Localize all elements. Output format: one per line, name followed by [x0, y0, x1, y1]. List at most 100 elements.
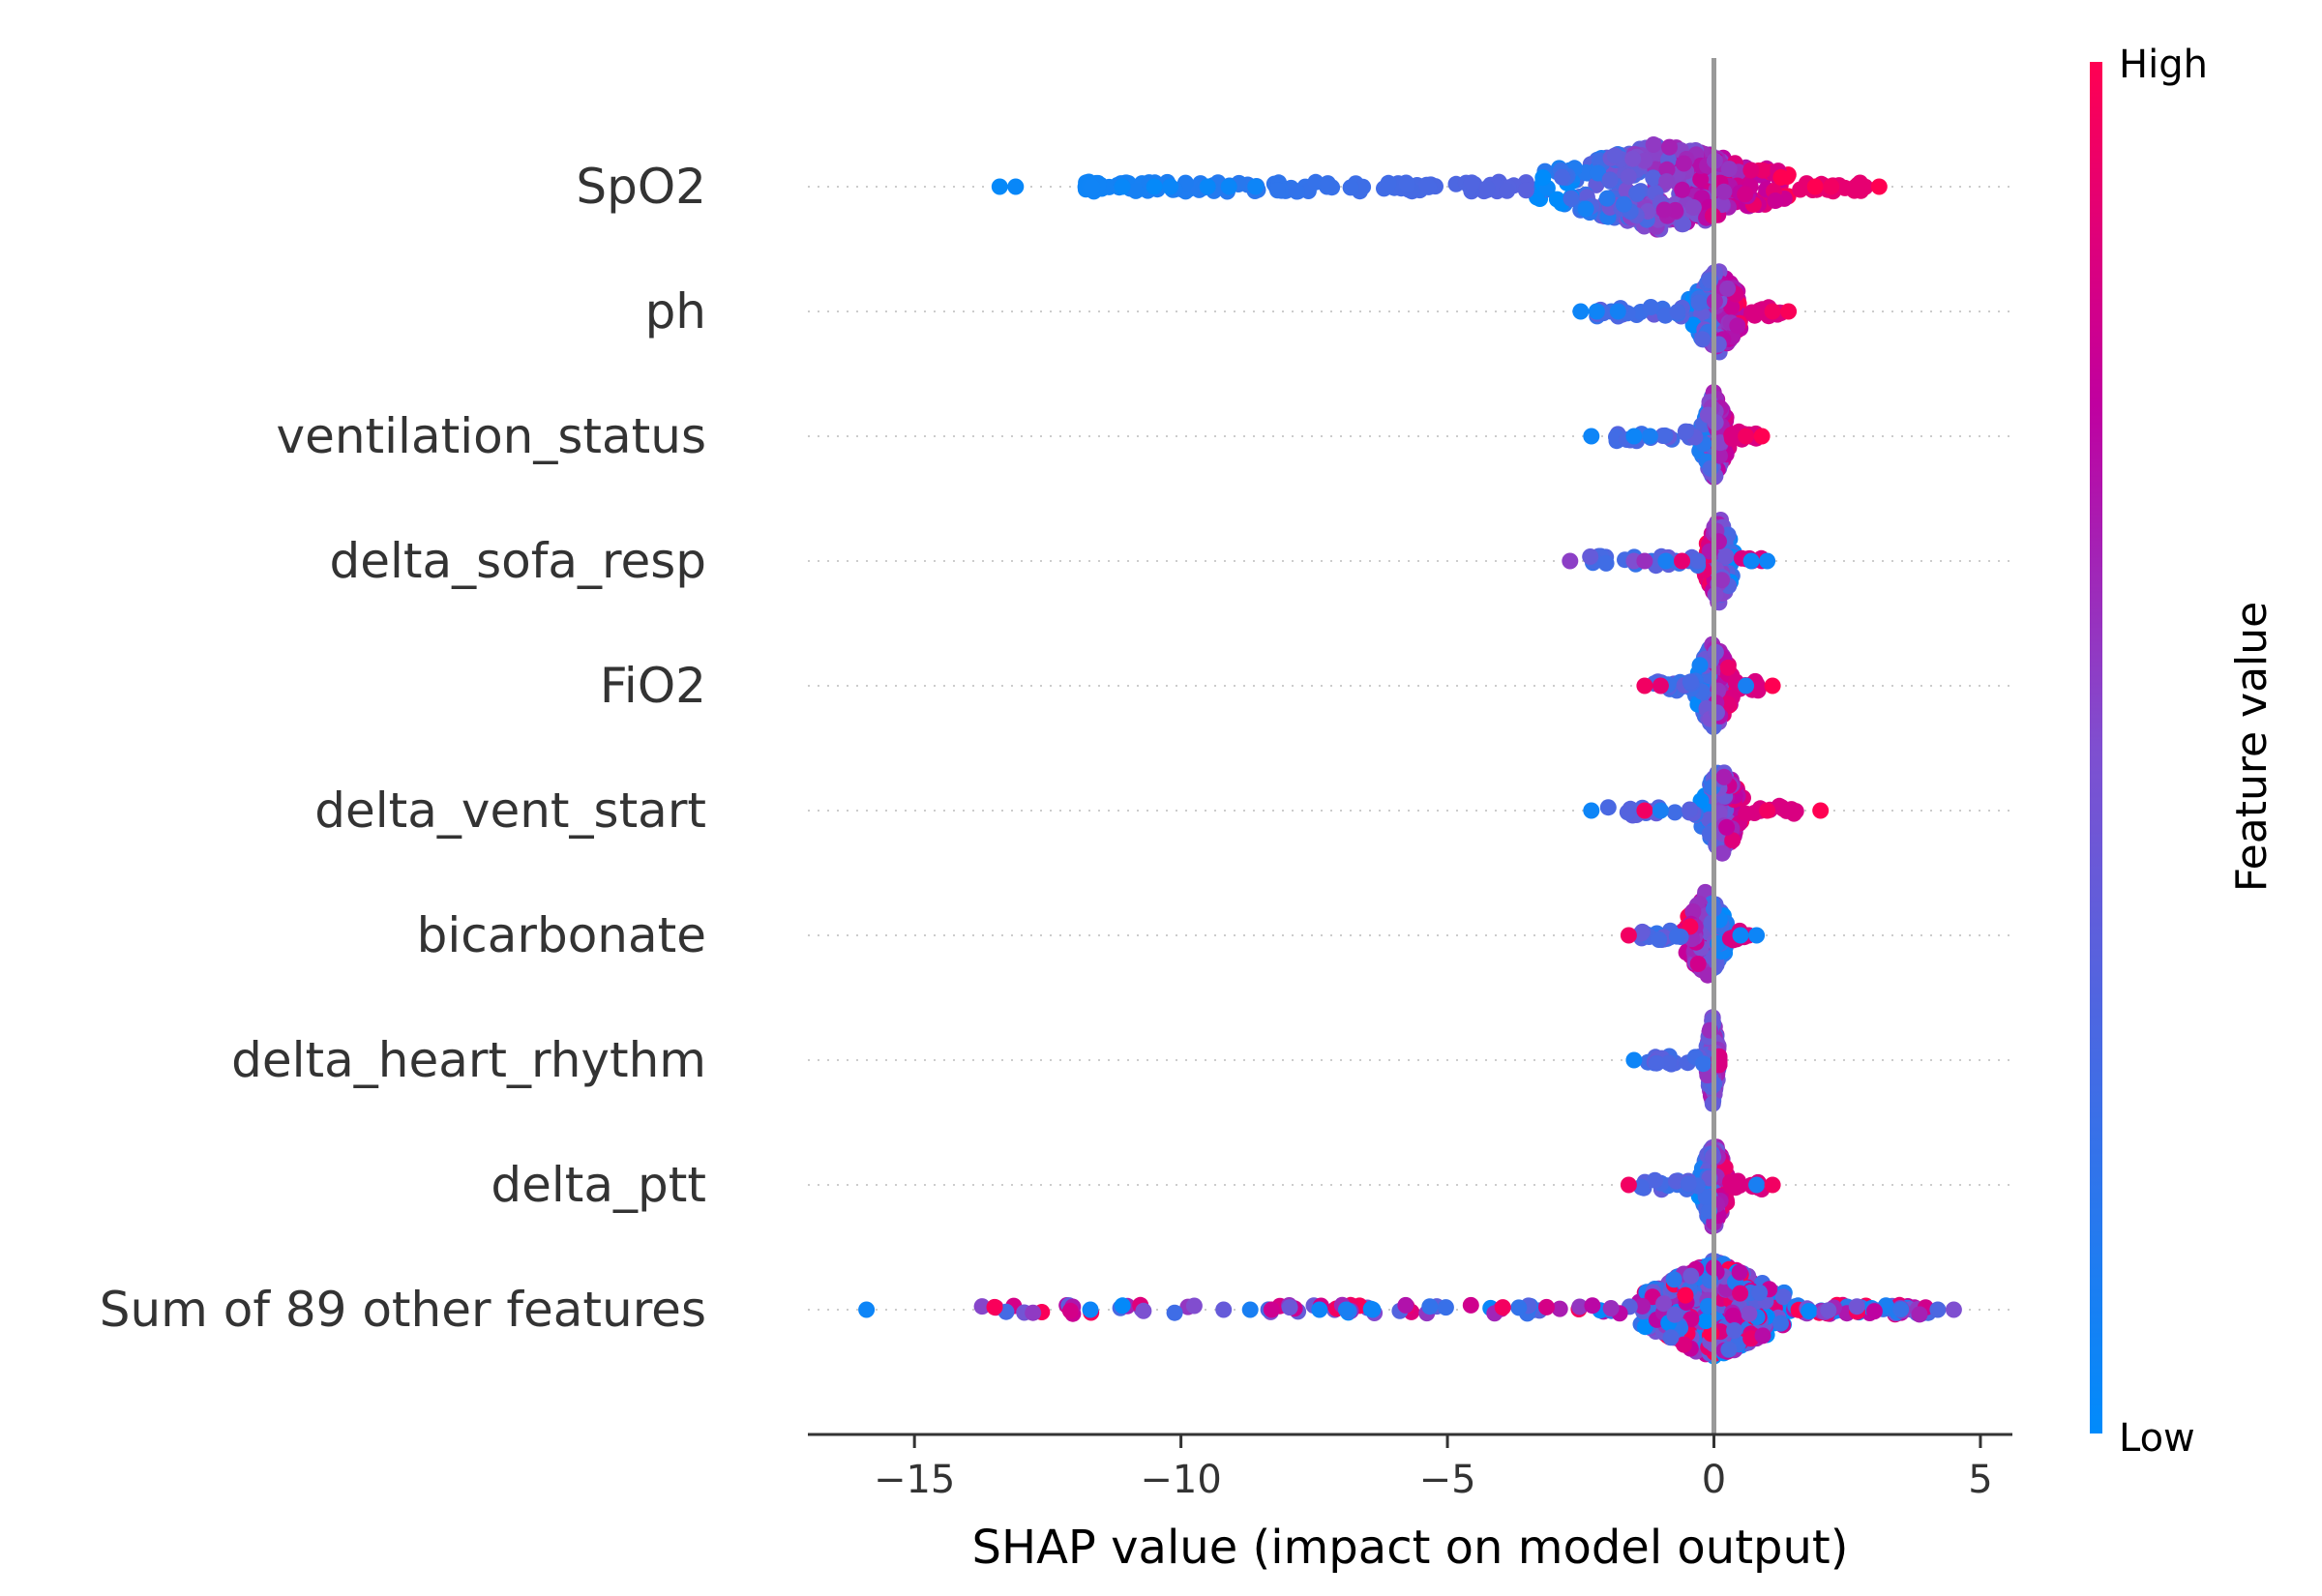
data-point	[1676, 1336, 1692, 1353]
data-point	[1342, 179, 1359, 196]
feature-label: FiO2	[600, 658, 706, 714]
data-point	[1082, 1301, 1099, 1318]
data-point	[1738, 428, 1755, 445]
data-point	[1601, 171, 1619, 189]
data-point	[1656, 427, 1674, 444]
x-tick-label: −15	[874, 1458, 955, 1502]
data-point	[1311, 1301, 1328, 1318]
data-point	[1602, 1300, 1620, 1316]
data-point	[1598, 190, 1616, 207]
data-point	[1632, 925, 1650, 942]
data-point	[1738, 805, 1755, 822]
feature-label: bicarbonate	[417, 907, 706, 963]
data-point	[1742, 162, 1760, 179]
feature-label: Sum of 89 other features	[100, 1282, 706, 1338]
data-point	[1634, 1297, 1651, 1315]
data-point	[1759, 802, 1776, 819]
data-point	[1572, 303, 1590, 320]
x-ticks: −15 −10 −5 0 5	[874, 1434, 1993, 1502]
data-point	[1437, 1299, 1454, 1316]
data-point	[1655, 201, 1673, 219]
data-point	[1806, 178, 1824, 195]
data-point	[1713, 572, 1730, 589]
data-point	[1724, 1307, 1742, 1324]
data-point	[1801, 1303, 1818, 1319]
data-point	[1892, 1301, 1910, 1318]
data-point	[1364, 1301, 1382, 1318]
data-point	[1554, 168, 1571, 186]
feature-label: delta_sofa_resp	[329, 533, 706, 589]
data-point	[1648, 1054, 1665, 1072]
data-point	[1499, 182, 1516, 199]
data-point	[1624, 150, 1642, 167]
data-point	[1199, 178, 1216, 195]
data-point	[1767, 192, 1784, 209]
data-point	[1584, 1297, 1601, 1315]
data-point	[1577, 200, 1594, 218]
data-point	[1666, 1306, 1683, 1323]
feature-label: delta_heart_rhythm	[231, 1032, 706, 1088]
data-point	[1652, 802, 1669, 819]
x-axis-title: SHAP value (impact on model output)	[972, 1521, 1849, 1575]
data-point	[1723, 299, 1741, 315]
data-point	[1548, 191, 1565, 208]
data-point	[1724, 832, 1742, 849]
data-point	[1288, 183, 1305, 200]
data-point	[1622, 800, 1639, 817]
data-point	[1510, 1299, 1528, 1316]
data-point	[1732, 1285, 1749, 1302]
data-point	[986, 1298, 1003, 1315]
data-point	[1751, 1284, 1769, 1301]
data-point	[1848, 1298, 1865, 1315]
data-point	[1657, 552, 1675, 570]
data-point	[1114, 1297, 1131, 1315]
data-point	[1846, 182, 1863, 199]
x-tick-label: 5	[1968, 1458, 1992, 1502]
data-point	[1748, 927, 1766, 944]
data-point	[1114, 178, 1131, 195]
data-point	[1582, 548, 1599, 565]
colorbar-high-label: High	[2119, 43, 2208, 87]
data-point	[1719, 280, 1737, 297]
data-point	[1146, 178, 1163, 195]
data-point	[1494, 1299, 1511, 1316]
data-point	[1599, 799, 1617, 816]
data-point	[1025, 1304, 1042, 1321]
feature-label: ph	[645, 283, 706, 340]
data-point	[1645, 136, 1662, 153]
data-point	[1666, 804, 1683, 821]
data-point	[1675, 155, 1692, 172]
data-point	[1682, 673, 1699, 691]
data-point	[1684, 902, 1702, 920]
data-point	[1764, 1176, 1781, 1194]
data-point	[1690, 294, 1708, 311]
data-point	[1911, 1306, 1928, 1323]
data-point	[858, 1301, 876, 1318]
feature-labels: SpO2 ph ventilation_status delta_sofa_resp F…	[100, 159, 706, 1338]
data-point	[1135, 1302, 1152, 1319]
data-point	[1661, 138, 1678, 156]
feature-label: delta_vent_start	[314, 783, 706, 839]
data-point	[1538, 1298, 1555, 1315]
data-point	[1185, 1297, 1203, 1315]
data-point	[1674, 552, 1690, 570]
data-point	[1606, 147, 1623, 164]
data-point	[1007, 178, 1025, 195]
data-point	[1718, 818, 1736, 836]
data-point	[1517, 182, 1534, 199]
data-point	[1738, 677, 1755, 695]
data-point	[1689, 956, 1707, 972]
data-point	[1684, 199, 1702, 216]
data-point	[1166, 1304, 1183, 1321]
data-point	[1759, 552, 1776, 570]
data-point	[1421, 1298, 1439, 1315]
data-point	[1319, 175, 1336, 192]
data-point	[1551, 1300, 1568, 1317]
data-point	[1127, 182, 1145, 199]
x-tick-label: −10	[1140, 1458, 1221, 1502]
data-point	[1534, 169, 1552, 187]
data-point	[1462, 1296, 1479, 1314]
data-point	[1746, 307, 1764, 324]
data-point	[1929, 1301, 1947, 1318]
data-point	[1084, 179, 1101, 196]
